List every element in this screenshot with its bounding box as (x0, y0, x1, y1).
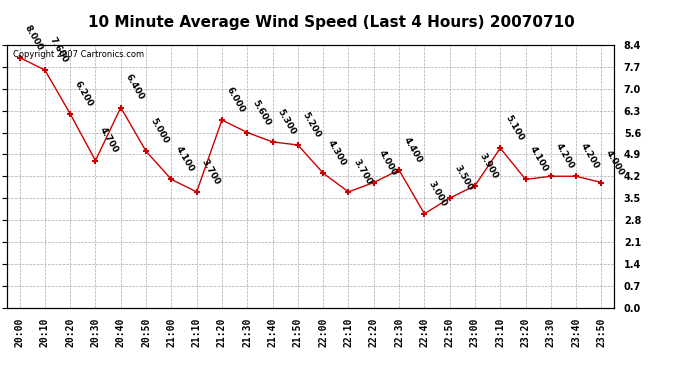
Text: 4.300: 4.300 (326, 139, 348, 168)
Text: 5.300: 5.300 (275, 108, 297, 136)
Text: 5.000: 5.000 (149, 117, 170, 146)
Text: 6.200: 6.200 (73, 80, 95, 108)
Text: Copyright 2007 Cartronics.com: Copyright 2007 Cartronics.com (13, 50, 144, 59)
Text: 4.400: 4.400 (402, 135, 424, 165)
Text: 7.600: 7.600 (48, 36, 70, 64)
Text: 3.700: 3.700 (351, 158, 373, 186)
Text: 4.100: 4.100 (174, 145, 196, 174)
Text: 6.000: 6.000 (225, 86, 246, 114)
Text: 4.200: 4.200 (553, 142, 575, 171)
Text: 5.600: 5.600 (250, 98, 272, 127)
Text: 5.100: 5.100 (503, 114, 525, 142)
Text: 10 Minute Average Wind Speed (Last 4 Hours) 20070710: 10 Minute Average Wind Speed (Last 4 Hou… (88, 15, 575, 30)
Text: 3.000: 3.000 (427, 180, 449, 208)
Text: 3.900: 3.900 (477, 151, 500, 180)
Text: 6.400: 6.400 (124, 73, 146, 102)
Text: 4.100: 4.100 (529, 145, 550, 174)
Text: 4.700: 4.700 (98, 126, 120, 155)
Text: 8.000: 8.000 (22, 23, 44, 52)
Text: 5.200: 5.200 (301, 111, 322, 140)
Text: 3.700: 3.700 (199, 158, 221, 186)
Text: 4.200: 4.200 (579, 142, 601, 171)
Text: 3.500: 3.500 (453, 164, 474, 193)
Text: 4.000: 4.000 (377, 148, 398, 177)
Text: 4.000: 4.000 (604, 148, 626, 177)
